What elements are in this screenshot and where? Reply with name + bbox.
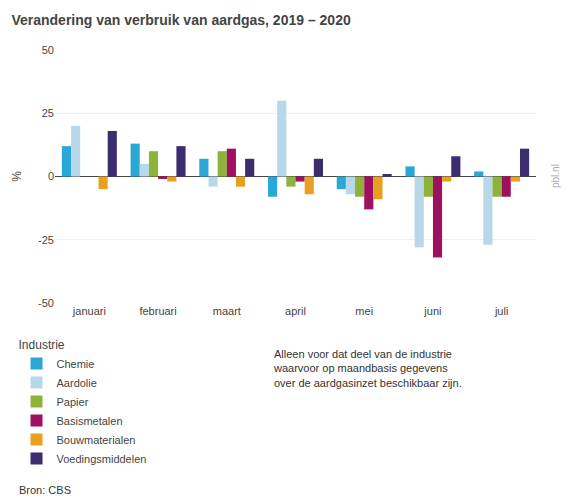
- svg-text:-50: -50: [38, 297, 54, 309]
- svg-text:Industrie: Industrie: [19, 338, 65, 352]
- svg-text:juni: juni: [423, 305, 441, 317]
- svg-text:juli: juli: [494, 305, 508, 317]
- svg-text:Alleen voor dat deel van de in: Alleen voor dat deel van de industriewaa…: [273, 348, 462, 389]
- svg-text:Bouwmaterialen: Bouwmaterialen: [57, 434, 136, 446]
- svg-text:Basismetalen: Basismetalen: [57, 415, 123, 427]
- svg-text:Chemie: Chemie: [57, 358, 95, 370]
- svg-text:%: %: [10, 171, 24, 182]
- svg-text:Bron: CBS: Bron: CBS: [19, 484, 71, 496]
- svg-text:maart: maart: [213, 305, 241, 317]
- svg-text:april: april: [285, 305, 306, 317]
- svg-text:-25: -25: [38, 234, 54, 246]
- svg-text:februari: februari: [139, 305, 176, 317]
- svg-text:Verandering van verbruik van a: Verandering van verbruik van aardgas, 20…: [11, 12, 351, 28]
- svg-text:25: 25: [42, 107, 54, 119]
- svg-text:januari: januari: [72, 305, 106, 317]
- svg-text:Aardolie: Aardolie: [57, 377, 97, 389]
- svg-text:50: 50: [42, 44, 54, 56]
- svg-text:Voedingsmiddelen: Voedingsmiddelen: [57, 453, 147, 465]
- svg-text:0: 0: [48, 170, 54, 182]
- svg-text:pbl.nl: pbl.nl: [550, 164, 561, 188]
- svg-text:mei: mei: [355, 305, 373, 317]
- svg-text:Papier: Papier: [57, 396, 89, 408]
